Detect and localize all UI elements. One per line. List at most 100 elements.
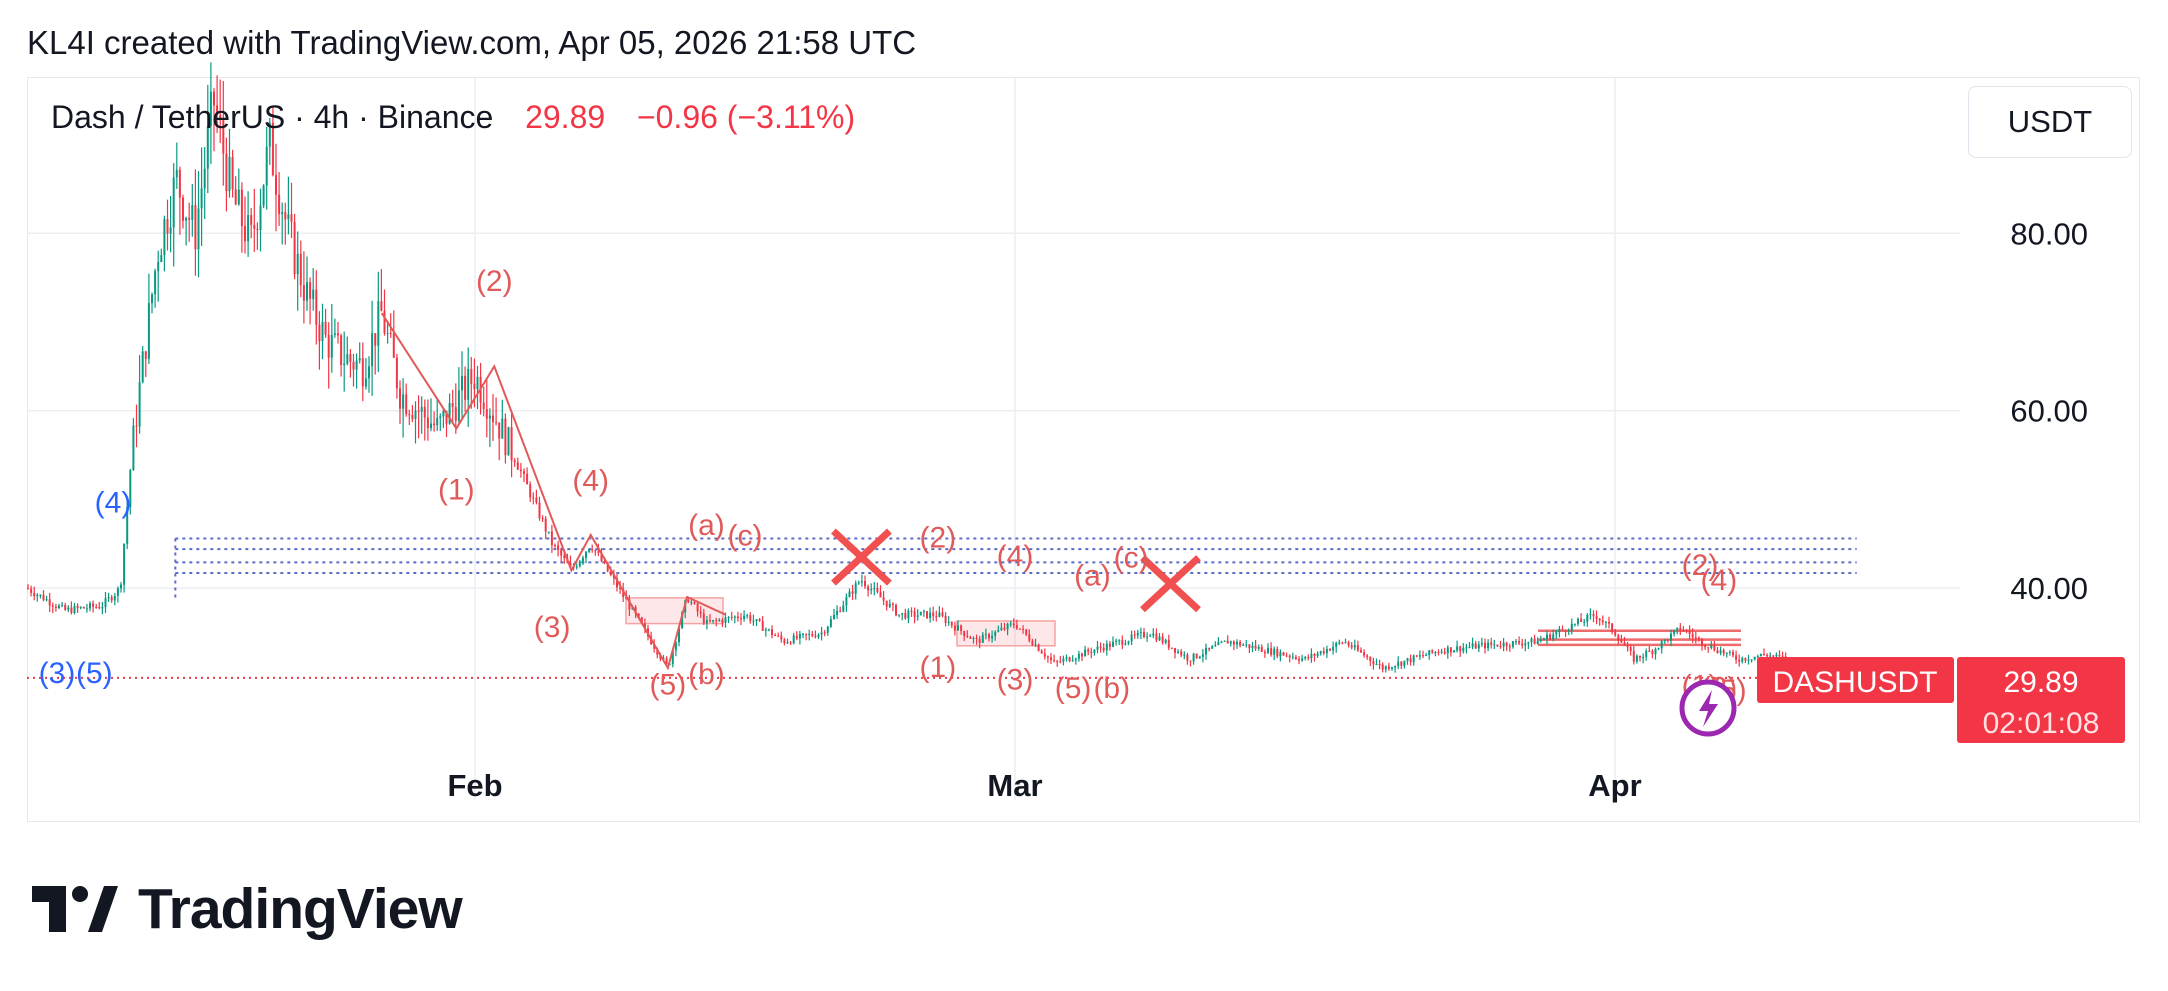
candle xyxy=(1260,644,1263,653)
tradingview-logo[interactable]: TradingView xyxy=(32,876,463,942)
candle xyxy=(1084,645,1087,657)
candle xyxy=(913,607,916,624)
candle xyxy=(1090,647,1093,659)
candle xyxy=(454,383,457,434)
candle-body xyxy=(1400,661,1403,666)
candle-body xyxy=(423,406,426,418)
candle xyxy=(1725,652,1728,658)
candle-body xyxy=(864,581,866,587)
candle-body xyxy=(371,333,374,367)
x-tick-label: Apr xyxy=(1588,768,1641,803)
candle-body xyxy=(157,262,160,272)
candle-body xyxy=(51,605,54,607)
candle-body xyxy=(64,604,67,610)
candle xyxy=(882,591,885,606)
candle xyxy=(1133,630,1136,639)
lightning-bolt-icon[interactable] xyxy=(1679,679,1737,737)
candle xyxy=(1518,636,1521,646)
candle-body xyxy=(380,301,383,311)
candle xyxy=(464,366,467,412)
candle-body xyxy=(1294,656,1297,659)
candle xyxy=(209,62,212,165)
candle xyxy=(95,603,98,609)
candle xyxy=(1236,639,1238,649)
candle-body xyxy=(1003,627,1006,630)
candle xyxy=(526,467,529,485)
candle xyxy=(1496,644,1499,648)
candle xyxy=(1552,629,1555,642)
tradingview-wordmark: TradingView xyxy=(138,877,463,941)
candle-body xyxy=(1251,645,1254,649)
candle-body xyxy=(1158,636,1161,641)
candle-body xyxy=(1546,634,1548,639)
candle-body xyxy=(1552,634,1555,640)
candle xyxy=(504,413,507,464)
candle-body xyxy=(1747,659,1750,661)
candle xyxy=(1403,660,1406,669)
candle xyxy=(1719,646,1722,656)
candle xyxy=(1394,665,1397,673)
candle xyxy=(1071,655,1074,662)
candle-body xyxy=(885,600,888,607)
candle xyxy=(1409,654,1412,666)
candle-body xyxy=(1409,658,1412,663)
candle-body xyxy=(1676,627,1679,631)
candle-body xyxy=(374,333,377,346)
candle xyxy=(1564,629,1567,638)
candle-body xyxy=(1186,654,1189,661)
candle xyxy=(54,603,57,612)
candle-body xyxy=(544,518,547,532)
candle xyxy=(581,555,584,566)
candle-body xyxy=(944,615,947,623)
candle-body xyxy=(1304,656,1307,659)
candle-body xyxy=(1096,646,1099,650)
candle xyxy=(399,380,401,424)
symbol-name[interactable]: Dash / TetherUS xyxy=(51,99,286,135)
candle xyxy=(402,378,405,438)
candle xyxy=(138,355,141,434)
candle-body xyxy=(758,619,761,622)
candle xyxy=(876,582,879,594)
candle xyxy=(1310,648,1313,663)
candle-body xyxy=(1273,648,1276,655)
candle xyxy=(554,543,556,548)
candle-body xyxy=(1189,660,1192,662)
candle-body xyxy=(1279,652,1282,657)
candle-body xyxy=(581,557,584,562)
candle-body xyxy=(687,600,690,603)
candle-body xyxy=(736,616,739,619)
candle-body xyxy=(1350,645,1353,648)
candle xyxy=(1325,645,1328,658)
candle xyxy=(736,611,739,622)
candle-body xyxy=(702,613,705,624)
candle-body xyxy=(485,408,488,419)
candle-body xyxy=(820,632,823,635)
candle xyxy=(104,591,107,613)
candle-body xyxy=(1456,646,1459,651)
candle xyxy=(1728,650,1731,656)
candle xyxy=(981,631,984,643)
candle xyxy=(1456,640,1459,653)
candle-body xyxy=(1313,654,1316,656)
candle xyxy=(1319,650,1322,656)
interval-label[interactable]: 4h xyxy=(313,99,350,135)
candle xyxy=(1077,650,1080,662)
candle xyxy=(674,640,677,657)
candle xyxy=(730,611,733,621)
candle-body xyxy=(1332,646,1335,651)
candle xyxy=(281,202,284,245)
candle-body xyxy=(541,518,544,520)
candle xyxy=(1087,647,1090,656)
candle-body xyxy=(585,551,587,558)
candle-body xyxy=(1152,633,1155,636)
candle-body xyxy=(1009,623,1012,625)
candle-body xyxy=(284,212,287,220)
candle-body xyxy=(721,620,724,623)
candle xyxy=(1428,650,1431,660)
candle-body xyxy=(368,366,370,379)
candle xyxy=(79,606,82,610)
candle xyxy=(950,621,953,629)
candle xyxy=(820,626,823,641)
currency-button[interactable]: USDT xyxy=(1968,86,2132,158)
